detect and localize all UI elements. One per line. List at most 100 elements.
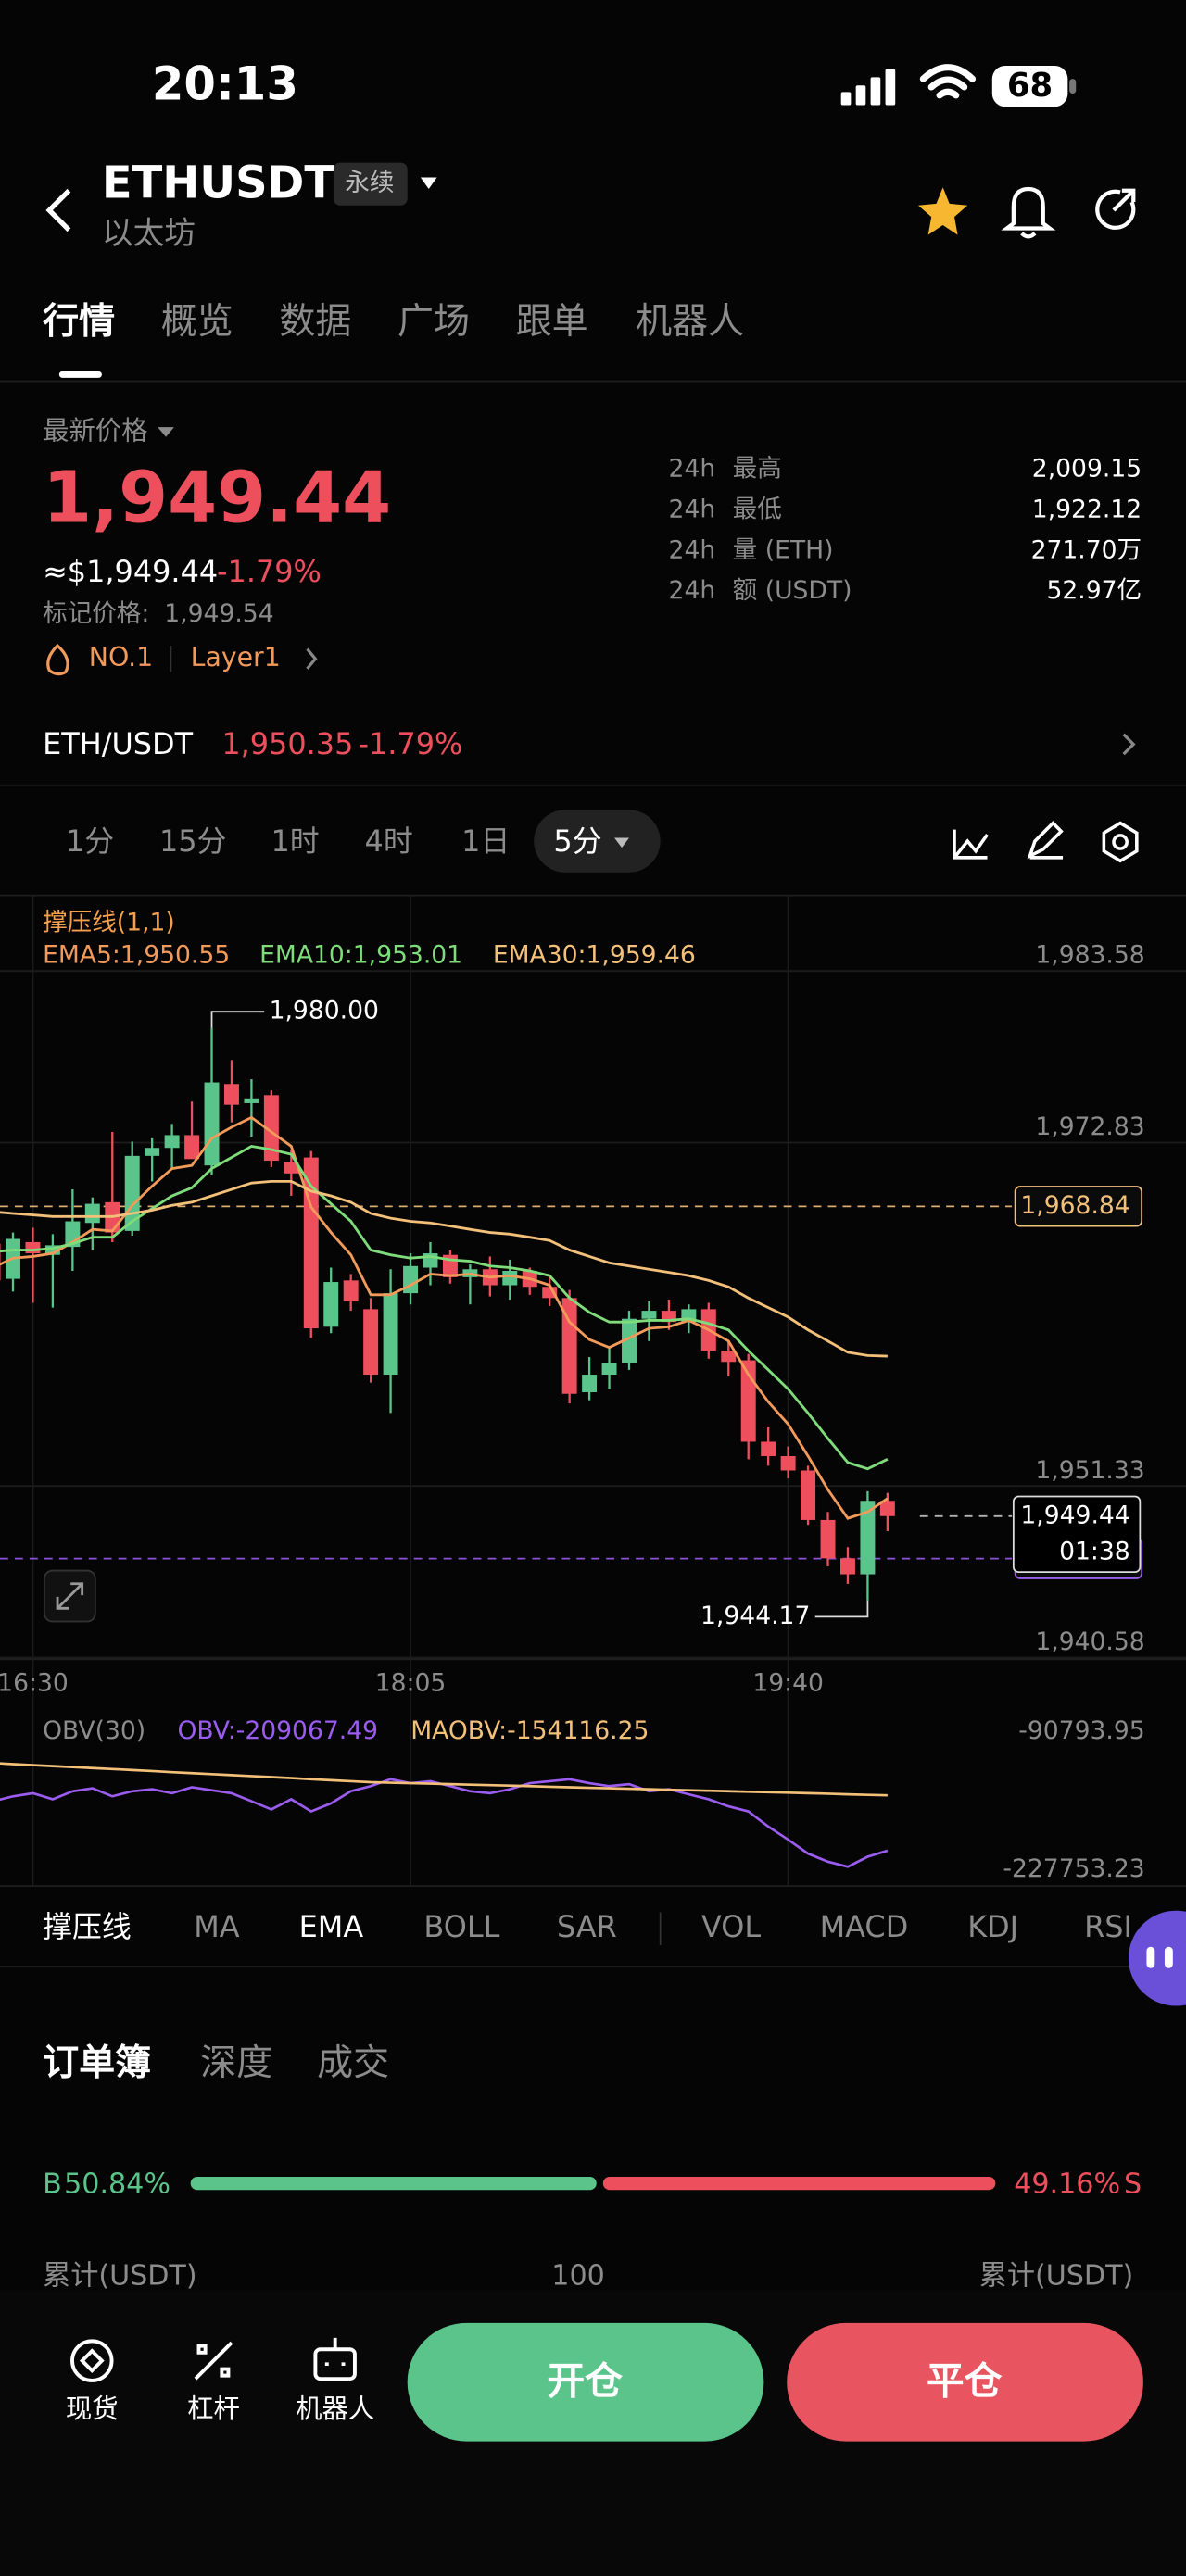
interval[interactable]: 15分	[159, 823, 227, 859]
high-label: 1,980.00	[270, 997, 379, 1025]
symbol-dropdown[interactable]	[420, 177, 437, 189]
y-tick-label: 1,951.33	[1035, 1456, 1144, 1485]
candle-body	[184, 1135, 200, 1160]
candle-body	[263, 1095, 279, 1162]
y-tick-label: 1,983.58	[1035, 941, 1144, 970]
indicator-tab[interactable]: 撑压线	[43, 1909, 132, 1944]
indicator-tab[interactable]: MACD	[820, 1909, 909, 1944]
orderbook-column[interactable]: 累计(USDT)	[979, 2260, 1133, 2293]
rank[interactable]: NO.1	[89, 642, 153, 672]
price-line-box	[1014, 1186, 1143, 1227]
spot-change: -1.79%	[358, 726, 462, 761]
candle-body	[561, 1298, 577, 1394]
indicator-icon[interactable]	[953, 829, 989, 860]
legend-entry: MAOBV:-154116.25	[410, 1716, 649, 1745]
stat-value: 2,009.15	[1032, 455, 1142, 484]
interval[interactable]: 5分	[553, 823, 601, 859]
y-tick-label: -90793.95	[1018, 1716, 1144, 1745]
settings-icon[interactable]	[1102, 821, 1139, 863]
assistant-bubble[interactable]	[1128, 1910, 1186, 2006]
chart-title: 撑压线(1,1)	[43, 908, 175, 936]
symbol[interactable]: ETHUSDT	[102, 157, 334, 208]
close-button[interactable]	[787, 2322, 1143, 2442]
ema-line	[0, 1179, 888, 1358]
orderbook-tab[interactable]: 成交	[317, 2042, 389, 2084]
candle-body	[0, 1243, 1, 1281]
candle-body	[244, 1098, 259, 1103]
spot-pair[interactable]: ETH/USDT	[43, 726, 194, 761]
open-button-label[interactable]: 开仓	[547, 2358, 623, 2403]
price-label: 最新价格	[43, 415, 147, 446]
legend-entry: EMA5:1,950.55	[43, 941, 230, 970]
indicator-tab[interactable]: MA	[194, 1909, 240, 1944]
signal-icon	[840, 69, 896, 106]
share-icon[interactable]	[1095, 188, 1136, 230]
candle-body	[284, 1162, 299, 1174]
indicator-tab[interactable]: VOL	[701, 1909, 761, 1944]
stat-period: 24h	[669, 535, 716, 564]
tab[interactable]: 数据	[279, 301, 351, 343]
indicator-tab[interactable]: RSI	[1084, 1909, 1132, 1944]
tab[interactable]: 行情	[43, 301, 115, 343]
chart-title: OBV(30)	[43, 1716, 145, 1745]
favorite-icon[interactable]	[918, 187, 968, 235]
candle-body	[44, 1245, 60, 1255]
legend-entry: EMA10:1,953.01	[259, 941, 462, 970]
tab[interactable]: 机器人	[636, 301, 744, 343]
last-price: 1,949.44	[43, 457, 391, 539]
stat-value: 52.97亿	[1046, 576, 1142, 605]
interval[interactable]: 1时	[271, 823, 320, 859]
candle-body	[303, 1157, 319, 1329]
tab[interactable]: 广场	[397, 301, 470, 343]
candle-body	[223, 1084, 239, 1105]
indicator-tab[interactable]: BOLL	[423, 1909, 499, 1944]
indicator-tab[interactable]: KDJ	[967, 1909, 1018, 1944]
tab[interactable]: 跟单	[516, 301, 588, 343]
candle-body	[801, 1470, 816, 1520]
x-tick-label: 18:05	[375, 1668, 447, 1697]
candle-body	[780, 1455, 796, 1471]
clock: 20:13	[152, 57, 298, 110]
battery-cap	[1069, 79, 1077, 94]
interval[interactable]: 4时	[365, 823, 413, 859]
badge: 永续	[345, 169, 394, 197]
close-button-label[interactable]: 平仓	[927, 2358, 1003, 2403]
open-button[interactable]	[407, 2322, 764, 2442]
fire-icon	[46, 643, 69, 676]
sector-tag[interactable]: Layer1	[191, 642, 281, 672]
spot-price: 1,950.35	[221, 726, 353, 761]
alert-icon[interactable]	[1001, 186, 1056, 239]
interval[interactable]: 1分	[66, 823, 114, 859]
nav-label[interactable]: 机器人	[296, 2394, 374, 2424]
candle-body	[164, 1135, 180, 1149]
orderbook-tab[interactable]: 订单簿	[43, 2042, 151, 2084]
wifi-icon	[919, 64, 977, 99]
indicator-tab[interactable]: EMA	[299, 1909, 364, 1944]
indicator-tab[interactable]: SAR	[557, 1909, 617, 1944]
mark-price: 1,949.54	[164, 599, 273, 628]
x-tick-label: 19:40	[752, 1668, 824, 1697]
back-button[interactable]	[45, 188, 71, 232]
candle-body	[124, 1155, 140, 1231]
nav-label[interactable]: 杠杆	[187, 2394, 240, 2424]
interval[interactable]: 1日	[461, 823, 510, 859]
chevron[interactable]	[1122, 733, 1136, 756]
candle-body	[839, 1558, 855, 1575]
candle-body	[204, 1082, 220, 1166]
current-price-box	[1012, 1495, 1142, 1573]
chevron	[306, 647, 318, 670]
draw-icon[interactable]	[1027, 821, 1064, 860]
orderbook-column[interactable]: 累计(USDT)	[43, 2260, 196, 2293]
orderbook-tab[interactable]: 深度	[200, 2042, 272, 2084]
indicator-tabs: 撑压线 MA EMA BOLL SAR VOL MACD KDJ RSI	[43, 1909, 1132, 1944]
interval-dropdown[interactable]	[614, 837, 630, 848]
orderbook-column[interactable]: 100	[551, 2260, 604, 2293]
tab[interactable]: 概览	[161, 301, 233, 343]
assistant-eye	[1146, 1946, 1155, 1968]
countdown-label: 01:38	[1059, 1537, 1130, 1565]
current-price-label: 1,949.44	[1020, 1501, 1129, 1529]
usd-price: ≈$1,949.44	[43, 554, 218, 589]
order-book: 订单簿 深度 成交 B 50.84% S49.16% 累计(USDT) 100 累计(USDT)	[43, 2042, 1142, 2293]
nav-label[interactable]: 现货	[66, 2394, 119, 2424]
price-dropdown[interactable]	[158, 427, 174, 437]
